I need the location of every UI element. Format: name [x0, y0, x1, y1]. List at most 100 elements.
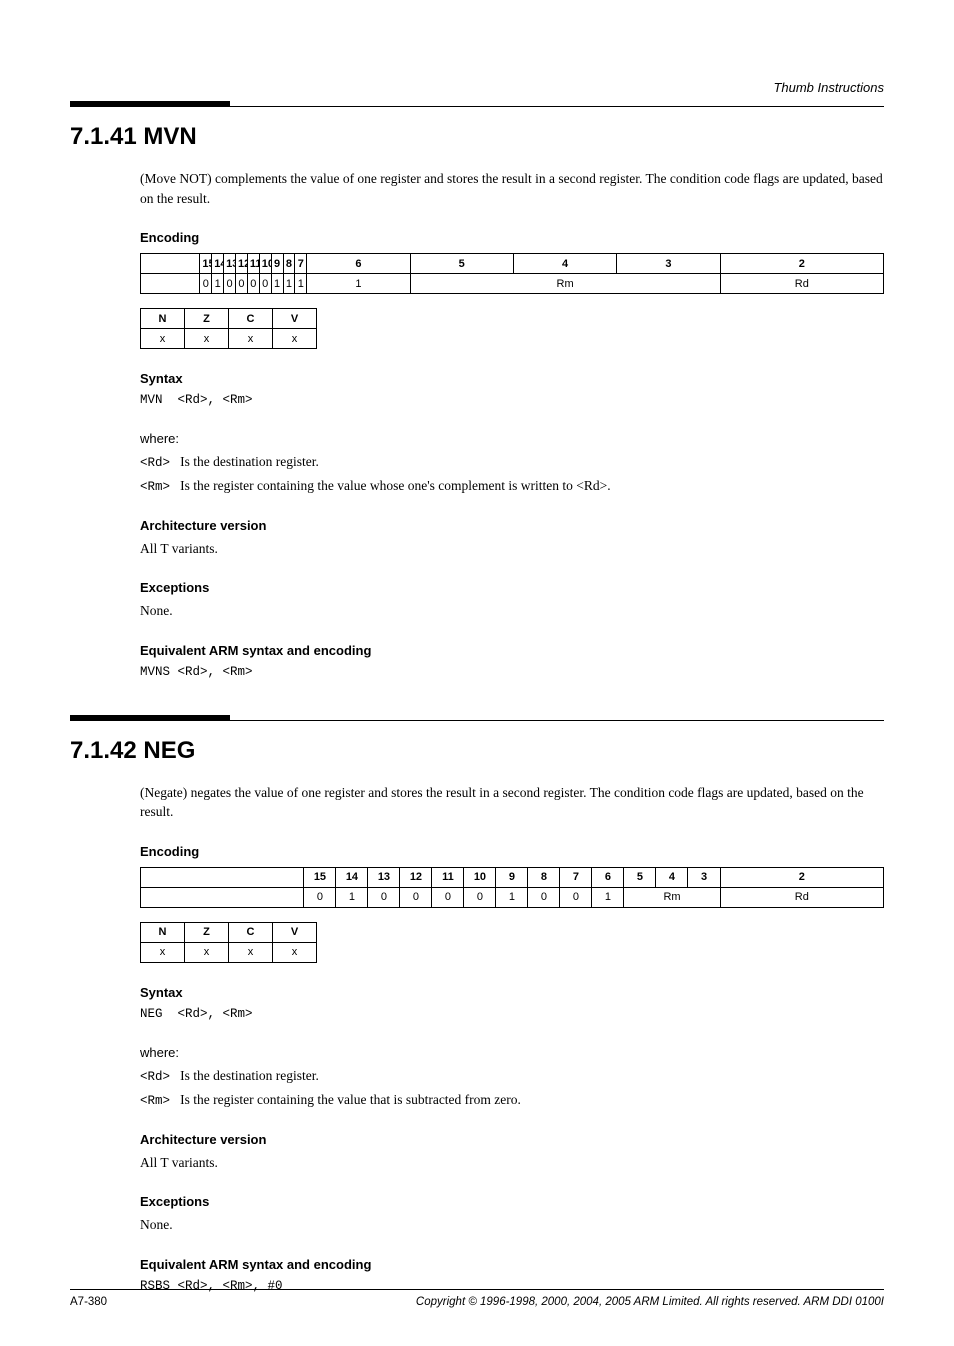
encoding-label: Encoding [140, 844, 884, 859]
bit-val: 1 [295, 274, 307, 294]
bit-hdr: 12 [400, 867, 432, 887]
where-item: <Rm> Is the register containing the valu… [140, 1090, 884, 1110]
bit-val: 1 [283, 274, 295, 294]
arch-body: All T variants. [140, 539, 884, 559]
arch-heading: Architecture version [140, 518, 884, 533]
bit-hdr: 15 [200, 254, 212, 274]
page-footer: A7-380 Copyright © 1996-1998, 2000, 2004… [70, 1289, 884, 1308]
flags-header-row: N Z C V [141, 309, 317, 329]
bit-hdr: 5 [624, 867, 656, 887]
flag-val: x [229, 329, 273, 349]
footer-page-number: A7-380 [70, 1296, 107, 1308]
bit-hdr: 14 [212, 254, 224, 274]
bit-hdr: 7 [295, 254, 307, 274]
bit-value-row: 0 1 0 0 0 0 1 1 1 1 Rm Rd [141, 274, 884, 294]
where-item: <Rm> Is the register containing the valu… [140, 476, 884, 496]
where-text: Is the destination register. [180, 454, 319, 469]
encoding-label: Encoding [140, 230, 884, 245]
bit-hdr: 10 [259, 254, 271, 274]
flags-table: N Z C V x x x x [140, 922, 317, 963]
flag-val: x [185, 329, 229, 349]
bit-val: 1 [336, 887, 368, 907]
flag-hdr: Z [185, 922, 229, 942]
bit-header-row: 15 14 13 12 11 10 9 8 7 6 5 4 3 2 [141, 867, 884, 887]
flags-table: N Z C V x x x x [140, 308, 317, 349]
bit-value-row: 0 1 0 0 0 0 1 0 0 1 Rm Rd [141, 887, 884, 907]
bit-val-rd: Rd [720, 887, 883, 907]
section-description: (Move NOT) complements the value of one … [140, 169, 884, 208]
bit-hdr: 6 [592, 867, 624, 887]
section-mvn: 7.1.41 MVN (Move NOT) complements the va… [70, 101, 884, 681]
bit-hdr-blank [141, 867, 304, 887]
bit-val-blank [141, 887, 304, 907]
bit-val-rm: Rm [624, 887, 720, 907]
bit-hdr: 15 [304, 867, 336, 887]
flag-hdr: N [141, 922, 185, 942]
exceptions-heading: Exceptions [140, 580, 884, 595]
flag-hdr: C [229, 922, 273, 942]
section-rule [70, 101, 884, 109]
bit-hdr-blank [141, 254, 200, 274]
flag-hdr: Z [185, 309, 229, 329]
section-rule [70, 715, 884, 723]
bit-hdr: 6 [307, 254, 410, 274]
bit-hdr: 13 [224, 254, 236, 274]
bit-hdr: 7 [560, 867, 592, 887]
bit-hdr: 9 [496, 867, 528, 887]
section-body: (Move NOT) complements the value of one … [70, 169, 884, 681]
bit-val-rd: Rd [720, 274, 883, 294]
equiv-arm-heading: Equivalent ARM syntax and encoding [140, 643, 884, 658]
exceptions-body: None. [140, 1215, 884, 1235]
bit-val-rm: Rm [410, 274, 720, 294]
flag-val: x [185, 942, 229, 962]
flag-hdr: V [273, 309, 317, 329]
bit-hdr: 13 [368, 867, 400, 887]
section-neg: 7.1.42 NEG (Negate) negates the value of… [70, 715, 884, 1295]
where-heading: where: [140, 1045, 884, 1060]
flag-val: x [273, 942, 317, 962]
bit-val: 0 [304, 887, 336, 907]
bit-hdr: 14 [336, 867, 368, 887]
where-tag: <Rd> [140, 456, 170, 470]
bit-hdr: 12 [236, 254, 248, 274]
where-item: <Rd> Is the destination register. [140, 452, 884, 472]
bit-val: 1 [307, 274, 410, 294]
bit-hdr: 9 [271, 254, 283, 274]
where-text: Is the register containing the value who… [180, 478, 610, 493]
bit-val: 1 [592, 887, 624, 907]
syntax-heading: Syntax [140, 371, 884, 386]
bit-val: 1 [271, 274, 283, 294]
exceptions-body: None. [140, 601, 884, 621]
where-tag: <Rm> [140, 480, 170, 494]
syntax-heading: Syntax [140, 985, 884, 1000]
bit-val: 0 [368, 887, 400, 907]
arch-body: All T variants. [140, 1153, 884, 1173]
bit-hdr: 3 [617, 254, 720, 274]
flags-value-row: x x x x [141, 329, 317, 349]
equiv-arm-code: MVNS <Rd>, <Rm> [140, 664, 884, 681]
flag-hdr: N [141, 309, 185, 329]
flags-value-row: x x x x [141, 942, 317, 962]
bit-val: 0 [432, 887, 464, 907]
bit-header-row: 15 14 13 12 11 10 9 8 7 6 5 4 3 2 [141, 254, 884, 274]
flag-hdr: C [229, 309, 273, 329]
bit-hdr: 2 [720, 254, 883, 274]
bit-hdr: 8 [283, 254, 295, 274]
section-body: (Negate) negates the value of one regist… [70, 783, 884, 1295]
bit-hdr: 11 [432, 867, 464, 887]
bit-hdr: 5 [410, 254, 513, 274]
bit-val: 1 [212, 274, 224, 294]
where-heading: where: [140, 431, 884, 446]
bit-val: 0 [528, 887, 560, 907]
flag-val: x [273, 329, 317, 349]
flag-val: x [141, 329, 185, 349]
bit-val: 0 [400, 887, 432, 907]
syntax-code: MVN <Rd>, <Rm> [140, 392, 884, 409]
where-tag: <Rd> [140, 1070, 170, 1084]
bit-hdr: 11 [247, 254, 259, 274]
equiv-arm-heading: Equivalent ARM syntax and encoding [140, 1257, 884, 1272]
running-header: Thumb Instructions [70, 80, 884, 95]
section-title: 7.1.42 NEG [70, 737, 884, 765]
syntax-code: NEG <Rd>, <Rm> [140, 1006, 884, 1023]
where-tag: <Rm> [140, 1094, 170, 1108]
